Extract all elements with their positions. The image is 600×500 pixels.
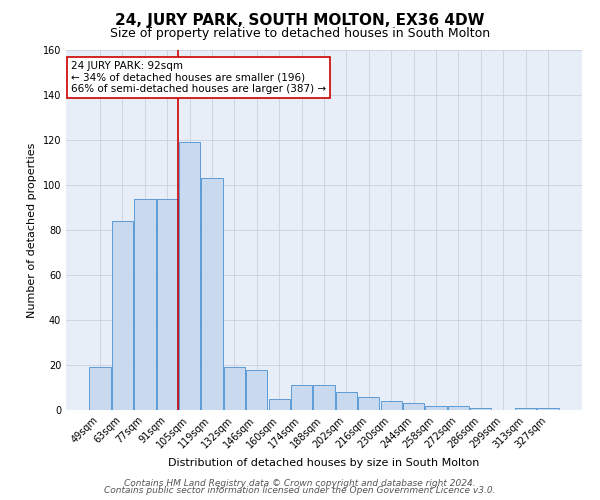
Text: 24, JURY PARK, SOUTH MOLTON, EX36 4DW: 24, JURY PARK, SOUTH MOLTON, EX36 4DW [115,12,485,28]
Text: Size of property relative to detached houses in South Molton: Size of property relative to detached ho… [110,28,490,40]
Bar [403,403,424,410]
Bar [291,385,312,410]
Bar [179,142,200,410]
Text: Contains public sector information licensed under the Open Government Licence v3: Contains public sector information licen… [104,486,496,495]
Bar [112,221,133,410]
Bar [202,178,223,410]
Y-axis label: Number of detached properties: Number of detached properties [27,142,37,318]
Bar [313,385,335,410]
Bar [336,392,357,410]
Bar [448,406,469,410]
X-axis label: Distribution of detached houses by size in South Molton: Distribution of detached houses by size … [169,458,479,468]
Bar [515,408,536,410]
Bar [269,399,290,410]
Bar [224,367,245,410]
Bar [89,367,111,410]
Bar [246,370,268,410]
Bar [537,408,559,410]
Bar [134,198,155,410]
Text: Contains HM Land Registry data © Crown copyright and database right 2024.: Contains HM Land Registry data © Crown c… [124,478,476,488]
Bar [380,401,402,410]
Bar [425,406,446,410]
Bar [358,396,379,410]
Text: 24 JURY PARK: 92sqm
← 34% of detached houses are smaller (196)
66% of semi-detac: 24 JURY PARK: 92sqm ← 34% of detached ho… [71,61,326,94]
Bar [157,198,178,410]
Bar [470,408,491,410]
